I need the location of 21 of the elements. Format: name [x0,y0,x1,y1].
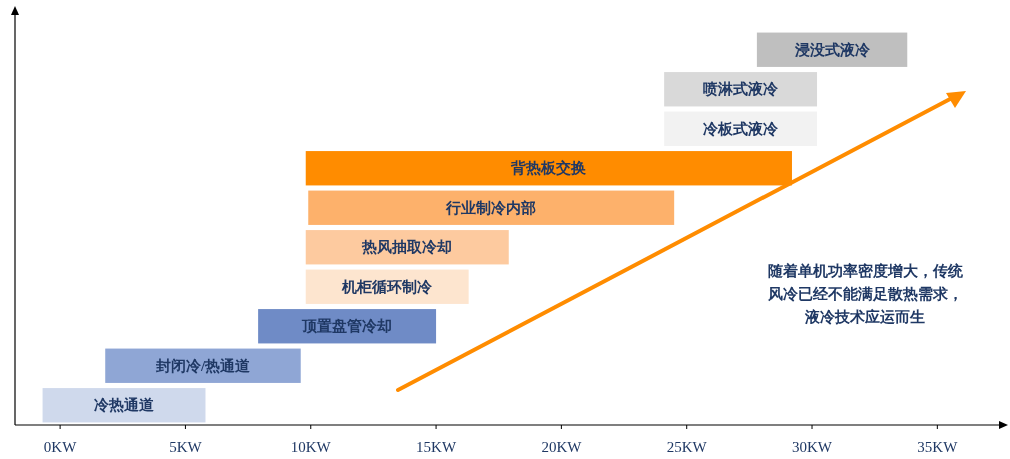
bar [305,151,792,186]
x-tick-label: 15KW [416,439,457,455]
x-tick-label: 35KW [917,439,959,455]
x-tick-label: 20KW [541,439,583,455]
y-tick-label: 喷淋式液冷 [703,80,780,98]
y-tick-label: 行业制冷内部 [445,198,537,216]
y-tick-label: 顶置盘管冷却 [301,318,393,335]
y-tick-label: 热风抽取冷却 [361,239,453,256]
y-tick-label: 冷板式液冷 [703,119,780,137]
x-tick-label: 10KW [290,439,332,455]
y-tick-label: 背热板交换 [510,159,587,177]
annotation: 随着单机功率密度增大，传统风冷已经不能满足散热需求，液冷技术应运而生 [766,262,964,325]
bar [308,190,675,225]
y-tick-label: 冷热通道 [94,397,156,414]
x-tick-label: 5KW [169,439,203,455]
y-tick-label: 封闭冷/热通道 [154,357,252,374]
y-tick-label: 机柜循环制冷 [341,278,434,295]
x-tick-label: 30KW [792,439,833,455]
y-tick-label: 浸没式液冷 [793,40,871,58]
x-tick-label: 0KW [43,439,78,455]
x-tick-label: 25KW [666,439,708,455]
